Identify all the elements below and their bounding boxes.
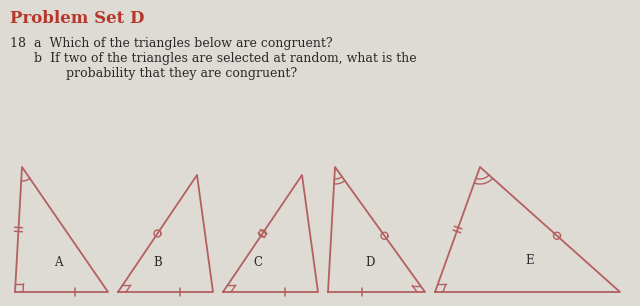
Text: C: C: [253, 256, 262, 268]
Text: Problem Set D: Problem Set D: [10, 10, 145, 27]
Text: D: D: [365, 256, 374, 268]
Text: A: A: [54, 256, 62, 268]
Text: b  If two of the triangles are selected at random, what is the: b If two of the triangles are selected a…: [10, 52, 417, 65]
Text: B: B: [154, 256, 163, 268]
Text: probability that they are congruent?: probability that they are congruent?: [22, 67, 297, 80]
Text: 18  a  Which of the triangles below are congruent?: 18 a Which of the triangles below are co…: [10, 37, 333, 50]
Text: E: E: [525, 253, 534, 267]
